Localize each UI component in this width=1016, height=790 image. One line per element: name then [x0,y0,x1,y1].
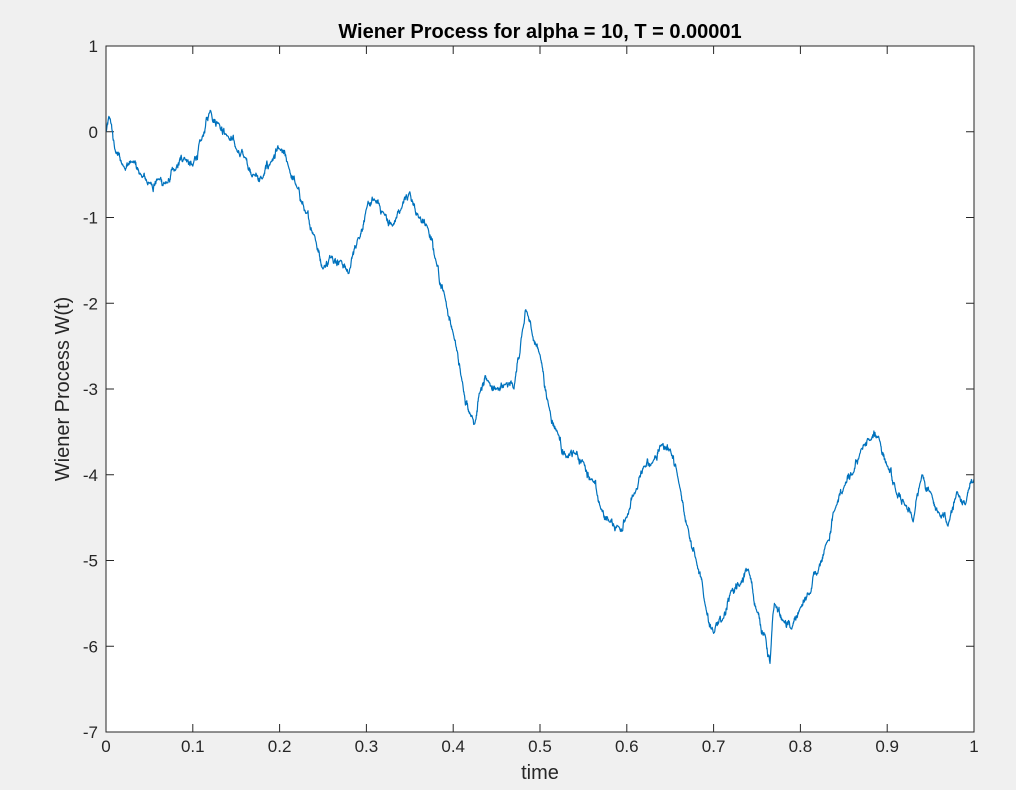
y-tick-label: -2 [83,294,98,313]
y-axis-label: Wiener Process W(t) [52,297,74,481]
y-tick-label: -7 [83,723,98,742]
x-tick-label: 0.3 [355,737,379,756]
x-tick-label: 0.7 [702,737,726,756]
y-tick-labels: 1 0 -1 -2 -3 -4 -5 -6 -7 [83,37,98,742]
x-tick-labels: 0 0.1 0.2 0.3 0.4 0.5 0.6 0.7 0.8 0.9 1 [101,737,978,756]
x-axis-ticks [105,46,975,732]
plot-area [106,46,974,732]
x-tick-label: 1 [969,737,978,756]
axes-box [105,45,975,733]
x-tick-label: 0.9 [875,737,899,756]
y-tick-label: -4 [83,466,98,485]
y-tick-label: -5 [83,552,98,571]
y-tick-label: -6 [83,637,98,656]
x-tick-label: 0.2 [268,737,292,756]
x-tick-label: 0.4 [441,737,465,756]
x-axis-label: time [521,762,559,784]
y-tick-label: -3 [83,380,98,399]
chart-title: Wiener Process for alpha = 10, T = 0.000… [338,21,741,43]
x-tick-label: 0.8 [789,737,813,756]
x-tick-label: 0.5 [528,737,552,756]
y-tick-label: -1 [83,209,98,228]
x-tick-label: 0.6 [615,737,639,756]
y-tick-label: 0 [89,123,98,142]
x-tick-label: 0.1 [181,737,205,756]
wiener-process-line [105,109,975,664]
x-tick-label: 0 [101,737,110,756]
y-tick-label: 1 [89,37,98,56]
